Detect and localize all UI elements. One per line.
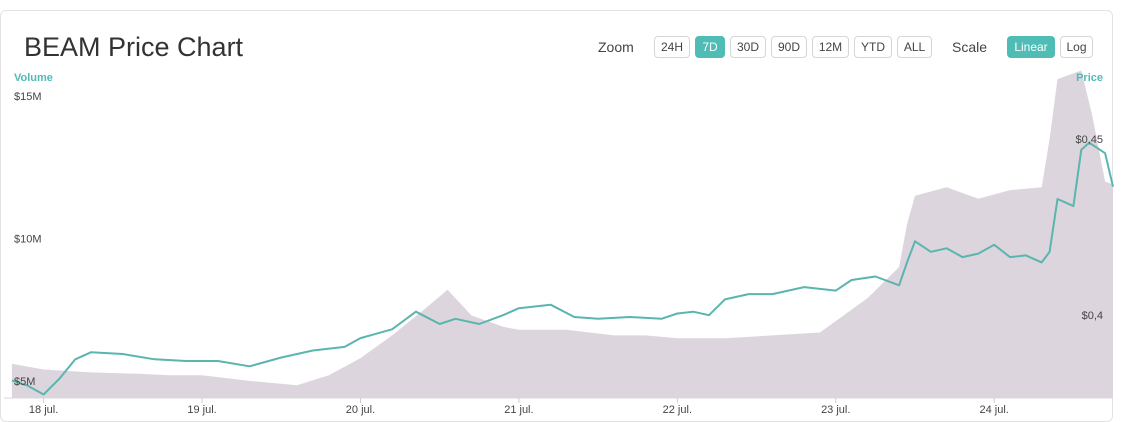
volume-series-area [11, 70, 1113, 398]
chart-title: BEAM Price Chart [24, 32, 244, 62]
scale-button-log[interactable]: Log [1060, 36, 1093, 58]
y-right-tick-label: $0,45 [1075, 134, 1103, 146]
x-tick-label: 19 jul. [187, 404, 216, 416]
scale-label: Scale [952, 39, 988, 55]
zoom-button-30d[interactable]: 30D [730, 36, 766, 58]
x-tick-label: 24 jul. [979, 404, 1008, 416]
zoom-button-24h[interactable]: 24H [654, 36, 690, 58]
y-left-tick-label: $5M [14, 376, 35, 388]
right-axis-title: Price [1076, 72, 1103, 84]
left-axis-title: Volume [14, 72, 53, 84]
y-left-tick-label: $15M [14, 91, 42, 103]
zoom-button-90d[interactable]: 90D [771, 36, 807, 58]
y-left-tick-label: $10M [14, 234, 42, 246]
left-axis-ticks: $5M $10M $15M [14, 91, 42, 388]
x-tick-label: 22 jul. [663, 404, 692, 416]
x-tick-label: 18 jul. [29, 404, 58, 416]
y-right-tick-label: $0,4 [1082, 310, 1103, 322]
volume-area-layer [11, 70, 1113, 398]
x-tick-label: 20 jul. [346, 404, 375, 416]
x-tick-label: 21 jul. [504, 404, 533, 416]
zoom-button-7d[interactable]: 7D [695, 36, 725, 58]
right-axis-ticks: $0,4 $0,45 [1075, 134, 1103, 322]
x-tick-label: 23 jul. [821, 404, 850, 416]
zoom-button-all[interactable]: ALL [897, 36, 932, 58]
x-axis-ticks: 18 jul. 19 jul. 20 jul. 21 jul. 22 jul. 23 ju… [29, 398, 1009, 416]
price-series-line [11, 141, 1114, 396]
zoom-button-12m[interactable]: 12M [812, 36, 849, 58]
zoom-label: Zoom [598, 39, 634, 55]
zoom-button-ytd[interactable]: YTD [854, 36, 892, 58]
scale-button-linear[interactable]: Linear [1007, 36, 1055, 58]
price-line-layer [11, 141, 1114, 396]
